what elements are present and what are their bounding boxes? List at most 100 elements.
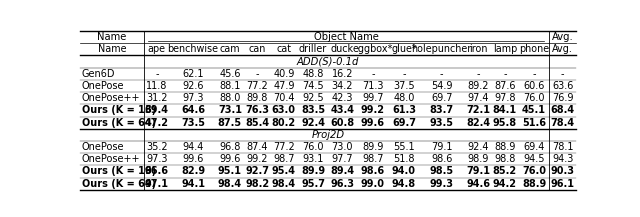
Text: -: -: [371, 69, 374, 79]
Text: 63.6: 63.6: [552, 81, 573, 91]
Text: 76.0: 76.0: [524, 93, 545, 103]
Text: 43.4: 43.4: [330, 105, 355, 115]
Text: 92.4: 92.4: [467, 142, 489, 152]
Text: 78.4: 78.4: [550, 118, 575, 128]
Text: OnePose: OnePose: [82, 81, 125, 91]
Text: 96.8: 96.8: [219, 142, 241, 152]
Text: 99.0: 99.0: [361, 179, 385, 189]
Text: iron: iron: [469, 44, 488, 54]
Text: lamp: lamp: [493, 44, 517, 54]
Text: 42.3: 42.3: [332, 93, 353, 103]
Text: 97.8: 97.8: [494, 93, 516, 103]
Text: 84.1: 84.1: [493, 105, 517, 115]
Text: 51.8: 51.8: [393, 154, 415, 164]
Text: Ours (K = 64): Ours (K = 64): [82, 118, 156, 128]
Text: 87.4: 87.4: [246, 142, 268, 152]
Text: 92.6: 92.6: [182, 81, 204, 91]
Text: 70.4: 70.4: [273, 93, 294, 103]
Text: -: -: [532, 69, 536, 79]
Text: 34.2: 34.2: [332, 81, 353, 91]
Text: 48.8: 48.8: [302, 69, 324, 79]
Text: 62.1: 62.1: [182, 69, 204, 79]
Text: 98.4: 98.4: [218, 179, 242, 189]
Text: 94.2: 94.2: [493, 179, 517, 189]
Text: 99.3: 99.3: [429, 179, 454, 189]
Text: 97.3: 97.3: [146, 154, 168, 164]
Text: 98.2: 98.2: [245, 179, 269, 189]
Text: Avg.: Avg.: [552, 32, 573, 42]
Text: 98.9: 98.9: [467, 154, 489, 164]
Text: 98.6: 98.6: [431, 154, 452, 164]
Text: 73.0: 73.0: [332, 142, 353, 152]
Text: 92.4: 92.4: [301, 118, 325, 128]
Text: OnePose++: OnePose++: [82, 93, 141, 103]
Text: 82.9: 82.9: [181, 166, 205, 176]
Text: 97.7: 97.7: [332, 154, 353, 164]
Text: 88.9: 88.9: [522, 179, 546, 189]
Text: 76.0: 76.0: [302, 142, 324, 152]
Text: 61.3: 61.3: [392, 105, 416, 115]
Text: ADD(S)-0.1d: ADD(S)-0.1d: [297, 57, 359, 67]
Text: 94.0: 94.0: [392, 166, 416, 176]
Text: 82.4: 82.4: [466, 118, 490, 128]
Text: ape: ape: [148, 44, 166, 54]
Text: Ours (K = 16): Ours (K = 16): [82, 105, 156, 115]
Text: 45.6: 45.6: [219, 69, 241, 79]
Text: 54.9: 54.9: [431, 81, 452, 91]
Text: 60.6: 60.6: [524, 81, 545, 91]
Text: 37.5: 37.5: [393, 81, 415, 91]
Text: Ours (K = 64): Ours (K = 64): [82, 179, 156, 189]
Text: 55.1: 55.1: [393, 142, 415, 152]
Text: 94.4: 94.4: [182, 142, 204, 152]
Text: -: -: [503, 69, 507, 79]
Text: 74.5: 74.5: [302, 81, 324, 91]
Text: 93.5: 93.5: [429, 118, 454, 128]
Text: 47.9: 47.9: [273, 81, 294, 91]
Text: duck: duck: [331, 44, 354, 54]
Text: 98.7: 98.7: [362, 154, 383, 164]
Text: cam: cam: [220, 44, 240, 54]
Text: OnePose++: OnePose++: [82, 154, 141, 164]
Text: 69.7: 69.7: [392, 118, 416, 128]
Text: 97.4: 97.4: [467, 93, 489, 103]
Text: 98.7: 98.7: [273, 154, 294, 164]
Text: 95.8: 95.8: [493, 118, 517, 128]
Text: 83.5: 83.5: [301, 105, 325, 115]
Text: 73.5: 73.5: [181, 118, 205, 128]
Text: 78.1: 78.1: [552, 142, 573, 152]
Text: 96.1: 96.1: [550, 179, 575, 189]
Text: 87.6: 87.6: [494, 81, 516, 91]
Text: 31.2: 31.2: [146, 93, 168, 103]
Text: OnePose: OnePose: [82, 142, 125, 152]
Text: Avg.: Avg.: [552, 44, 573, 54]
Text: 51.6: 51.6: [522, 118, 546, 128]
Text: driller: driller: [299, 44, 327, 54]
Text: 76.9: 76.9: [552, 93, 573, 103]
Text: 39.4: 39.4: [145, 105, 169, 115]
Text: 47.2: 47.2: [145, 118, 169, 128]
Text: benchwise: benchwise: [168, 44, 218, 54]
Text: 40.9: 40.9: [273, 69, 294, 79]
Text: 69.4: 69.4: [524, 142, 545, 152]
Text: Name: Name: [97, 32, 127, 42]
Text: can: can: [248, 44, 266, 54]
Text: 72.1: 72.1: [466, 105, 490, 115]
Text: 95.7: 95.7: [301, 179, 325, 189]
Text: 79.1: 79.1: [466, 166, 490, 176]
Text: 35.2: 35.2: [146, 142, 168, 152]
Text: 98.8: 98.8: [494, 154, 516, 164]
Text: 95.1: 95.1: [218, 166, 242, 176]
Text: 92.7: 92.7: [245, 166, 269, 176]
Text: -: -: [402, 69, 406, 79]
Text: Ours (K = 16): Ours (K = 16): [82, 166, 156, 176]
Text: 48.0: 48.0: [393, 93, 415, 103]
Text: phone: phone: [519, 44, 549, 54]
Text: 90.3: 90.3: [550, 166, 575, 176]
Text: 11.8: 11.8: [146, 81, 168, 91]
Text: 85.4: 85.4: [245, 118, 269, 128]
Text: 88.0: 88.0: [219, 93, 241, 103]
Text: 99.6: 99.6: [219, 154, 241, 164]
Text: Proj2D: Proj2D: [312, 130, 344, 140]
Text: 76.3: 76.3: [245, 105, 269, 115]
Text: 85.2: 85.2: [493, 166, 517, 176]
